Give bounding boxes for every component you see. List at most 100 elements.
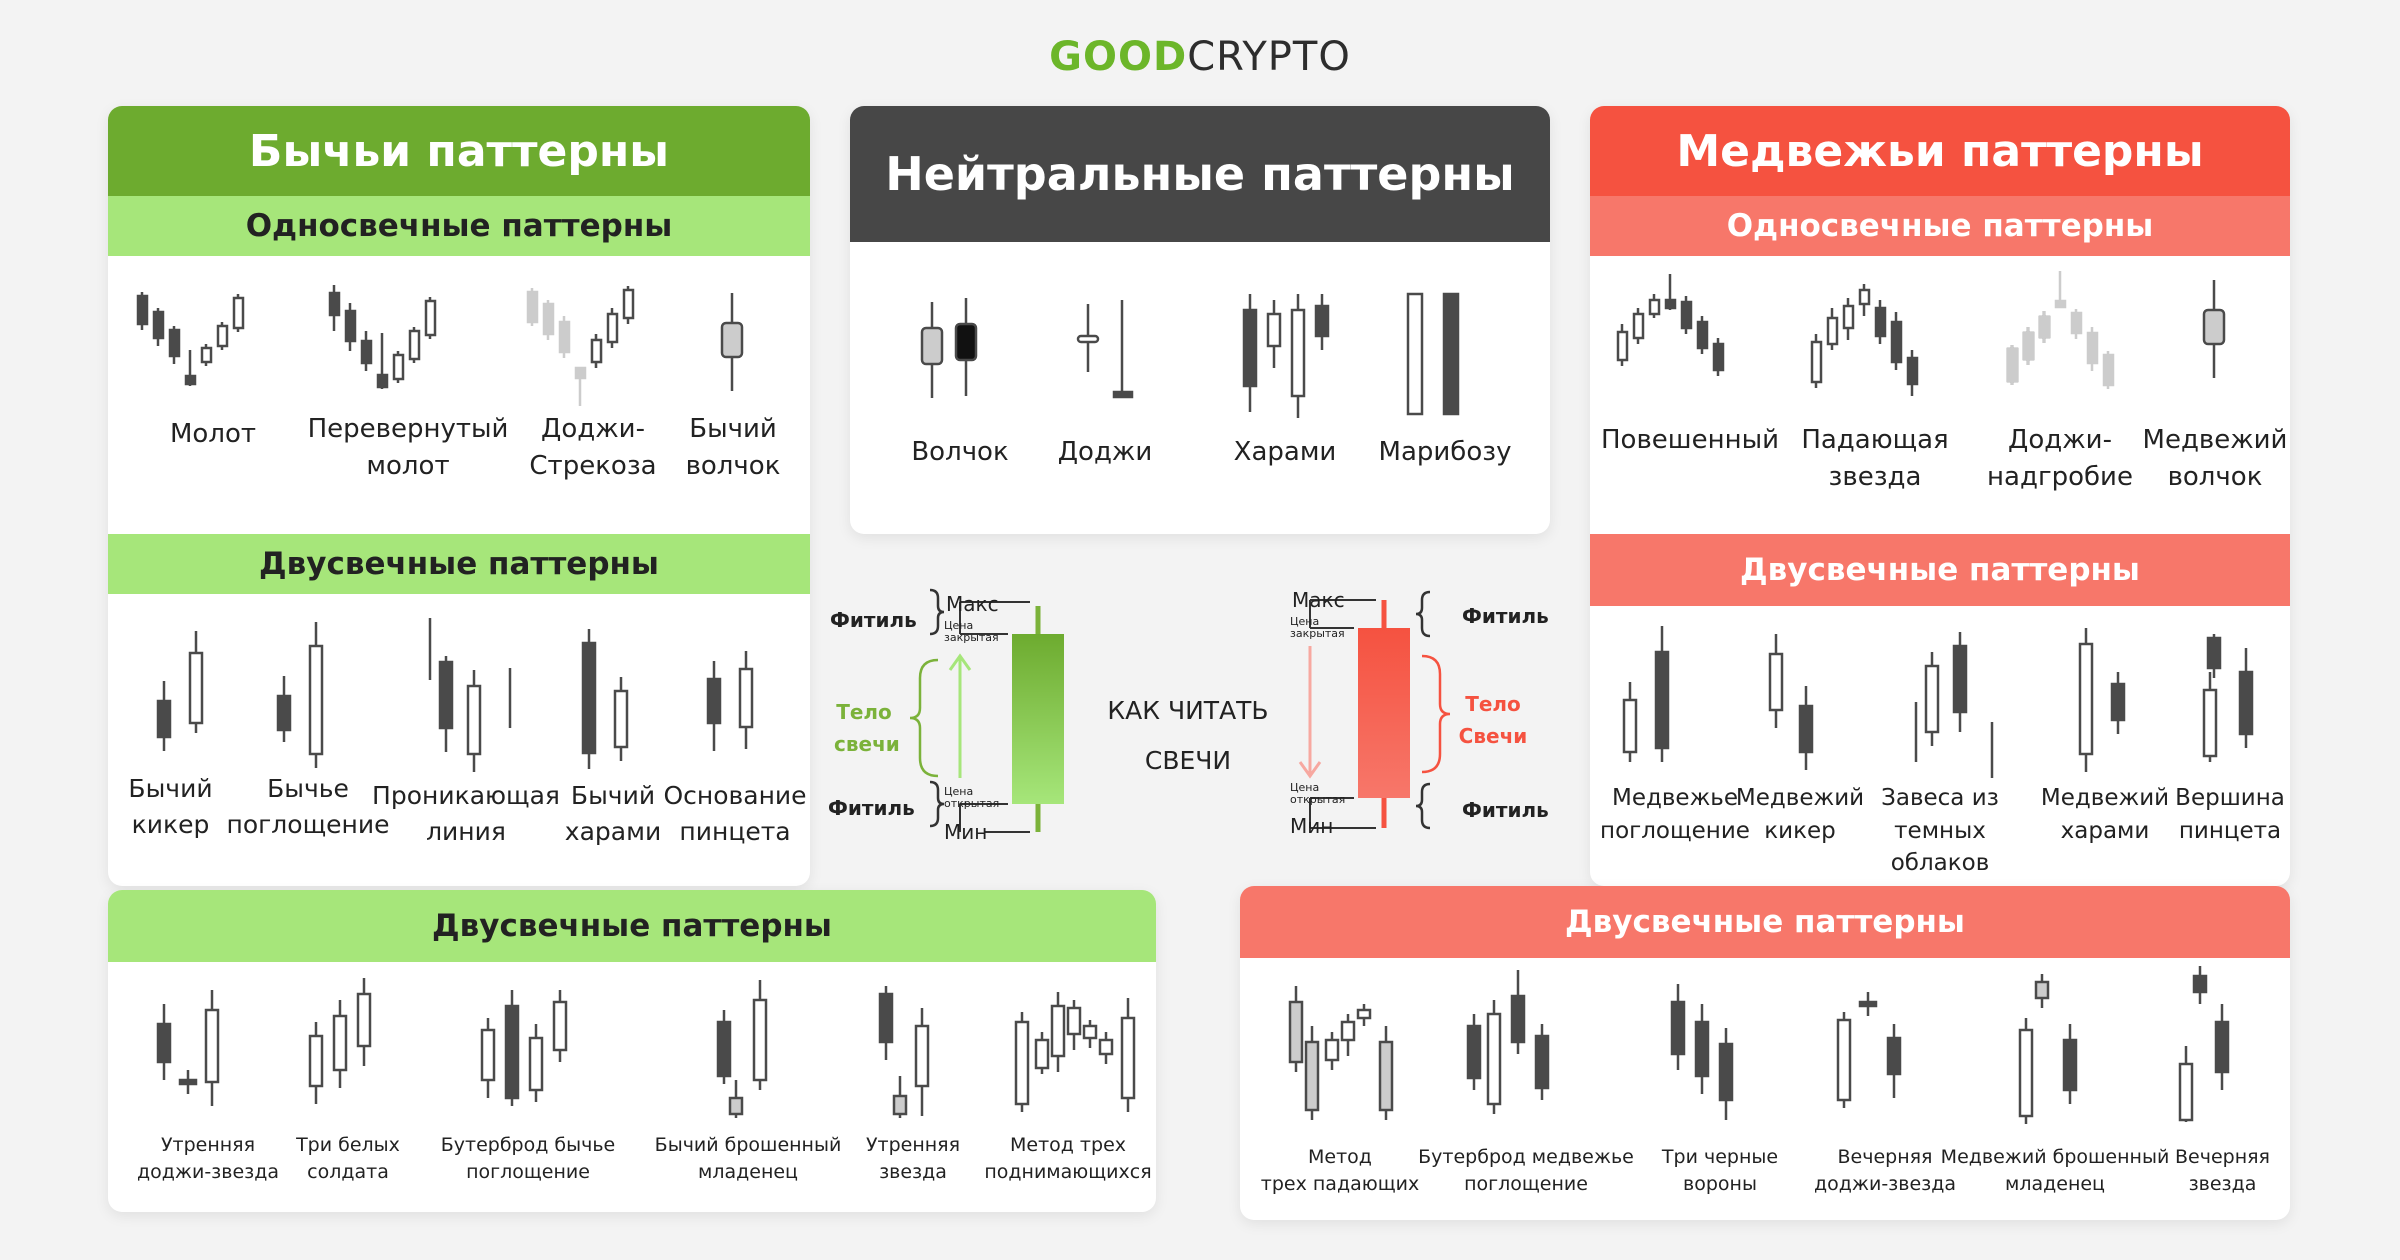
bullish-card: Бычьи паттерны Односвечные паттерны (108, 106, 810, 886)
label-doji: Доджи (1057, 437, 1153, 467)
candles-spinning-top (920, 298, 978, 398)
red-candle-diagram (1298, 590, 1451, 830)
candles-harami (1242, 294, 1330, 418)
candles-bearish-sandwich (1466, 970, 1550, 1114)
bearish-single-title: Односвечные паттерны (1590, 196, 2290, 256)
candles-shooting-star (1810, 284, 1919, 396)
candles-bearish-kicker (1768, 634, 1814, 770)
candle-bullish-spinning-top (720, 293, 744, 391)
candles-bearish-abandoned-baby (2018, 974, 2078, 1124)
candles-morning-star (878, 986, 930, 1118)
how-to-read-title: КАК ЧИТАТЬ СВЕЧИ (1107, 696, 1269, 775)
logo-crypto: CRYPTO (1187, 34, 1351, 80)
label-tweezer-top: Вершина пинцета (2175, 785, 2285, 844)
candles-falling-three-methods (1288, 986, 1394, 1120)
label-inverted-hammer: Перевернутый молот (307, 414, 509, 481)
red-wick-bottom-label: Фитиль (1462, 798, 1549, 822)
candles-marubozu (1406, 292, 1460, 416)
label-rising-three-methods: Метод трех поднимающихся (984, 1134, 1152, 1183)
label-evening-doji-star: Вечерняя доджи-звезда (1813, 1146, 1957, 1195)
neutral-card: Нейтральные паттерны Волчок Доджи Харами… (850, 106, 1550, 534)
candles-dragonfly-doji (526, 286, 635, 406)
candles-tweezer-top (2202, 634, 2254, 762)
green-wick-top-label: Фитиль (830, 608, 917, 632)
brand-logo: GOODCRYPTO (0, 34, 2400, 80)
label-hanging-man: Повешенный (1601, 425, 1779, 455)
candles-bullish-abandoned-baby (716, 980, 768, 1118)
bearish-title: Медвежьи паттерны (1590, 106, 2290, 196)
candles-bearish-engulfing (1622, 626, 1670, 762)
label-three-white-soldiers: Три белых солдата (296, 1134, 400, 1183)
red-max-label: Макс (1292, 588, 1345, 612)
label-tweezer-bottom: Основание пинцета (663, 781, 807, 846)
candles-morning-doji-star (156, 990, 220, 1106)
label-gravestone-doji: Доджи-надгробие (1987, 425, 2133, 492)
label-bearish-engulfing: Медвежье поглощение (1600, 785, 1750, 844)
label-bullish-engulfing: Бычье поглощение (226, 774, 390, 839)
bullish-double-title: Двусвечные паттерны (108, 534, 810, 594)
label-bullish-abandoned-baby: Бычий брошенный младенец (654, 1134, 842, 1183)
green-body-label: Тело свечи (834, 700, 900, 756)
neutral-title: Нейтральные паттерны (850, 106, 1550, 242)
bullish-single-title: Односвечные паттерны (108, 196, 810, 256)
candles-piercing-line (428, 618, 512, 772)
logo-good: GOOD (1049, 34, 1188, 80)
candles-bullish-harami (581, 629, 629, 769)
label-spinning-top: Волчок (911, 437, 1009, 467)
candles-rising-three-methods (1014, 992, 1136, 1112)
candles-bearish-harami (2078, 628, 2126, 772)
bearish-card: Медвежьи паттерны Односвечные паттерны (1590, 106, 2290, 886)
green-max-label: Макс (946, 592, 999, 616)
label-morning-star: Утренняя звезда (865, 1134, 961, 1183)
candles-evening-doji-star (1836, 992, 1902, 1108)
label-dark-cloud-cover: Завеса из темных облаков (1881, 785, 1999, 877)
bearish-double-title: Двусвечные паттерны (1590, 534, 2290, 606)
candles-bullish-kicker (156, 631, 204, 751)
candles-inverted-hammer (328, 285, 437, 389)
label-bearish-abandoned-baby: Медвежий брошенный младенец (1940, 1146, 2170, 1195)
label-morning-doji-star: Утренняя доджи-звезда (136, 1134, 280, 1183)
label-bearish-spinning-top: Медвежий волчок (2142, 425, 2288, 492)
label-dragonfly-doji: Доджи- Стрекоза (529, 414, 657, 481)
candles-evening-star (2178, 966, 2230, 1122)
label-bullish-spinning-top: Бычий волчок (685, 414, 781, 481)
label-piercing-line: Проникающая линия (372, 781, 560, 846)
candles-doji (1076, 300, 1134, 399)
candles-hammer (136, 292, 245, 386)
label-hammer: Молот (169, 419, 256, 449)
candles-bullish-engulfing (276, 622, 324, 768)
label-three-black-crows: Три черные вороны (1661, 1146, 1779, 1195)
candles-three-black-crows (1670, 984, 1734, 1120)
candles-tweezer-bottom (706, 651, 754, 751)
label-shooting-star: Падающая звезда (1801, 425, 1949, 492)
red-close-label: Цена закрытая (1290, 615, 1345, 641)
bull-triple-card: Двусвечные паттерны (108, 890, 1156, 1212)
bear-triple-title: Двусвечные паттерны (1240, 886, 2290, 958)
label-bearish-harami: Медвежий харами (2040, 785, 2170, 844)
candles-dark-cloud-cover (1914, 632, 1994, 778)
candles-bullish-sandwich (480, 990, 568, 1106)
label-marubozu: Марибозу (1378, 437, 1512, 467)
green-min-label: Мин (944, 820, 988, 844)
label-evening-star: Вечерняя звезда (2175, 1146, 2270, 1195)
label-falling-three-methods: Метод трех падающих (1260, 1146, 1420, 1195)
label-bullish-sandwich: Бутерброд бычье поглощение (440, 1134, 616, 1183)
green-candle-diagram (909, 588, 1064, 833)
bullish-title: Бычьи паттерны (108, 106, 810, 196)
bear-triple-card: Двусвечные паттерны (1240, 886, 2290, 1220)
red-min-label: Мин (1290, 814, 1334, 838)
candles-gravestone-doji (2006, 271, 2115, 389)
green-close-label: Цена закрытая (944, 619, 999, 645)
green-open-label: Цена открытая (944, 785, 1000, 811)
red-wick-top-label: Фитиль (1462, 604, 1549, 628)
red-body-label: Тело Свечи (1458, 692, 1528, 748)
label-bearish-sandwich: Бутерброд медвежье поглощение (1418, 1146, 1634, 1195)
candle-bearish-spinning-top (2202, 280, 2226, 378)
candles-hanging-man (1616, 274, 1725, 376)
label-bullish-kicker: Бычий кикер (128, 774, 213, 839)
green-wick-bottom-label: Фитиль (828, 796, 915, 820)
red-open-label: Цена открытая (1290, 781, 1346, 807)
label-bearish-kicker: Медвежий кикер (1735, 785, 1865, 844)
label-harami: Харами (1233, 437, 1337, 467)
bull-triple-title: Двусвечные паттерны (108, 890, 1156, 962)
